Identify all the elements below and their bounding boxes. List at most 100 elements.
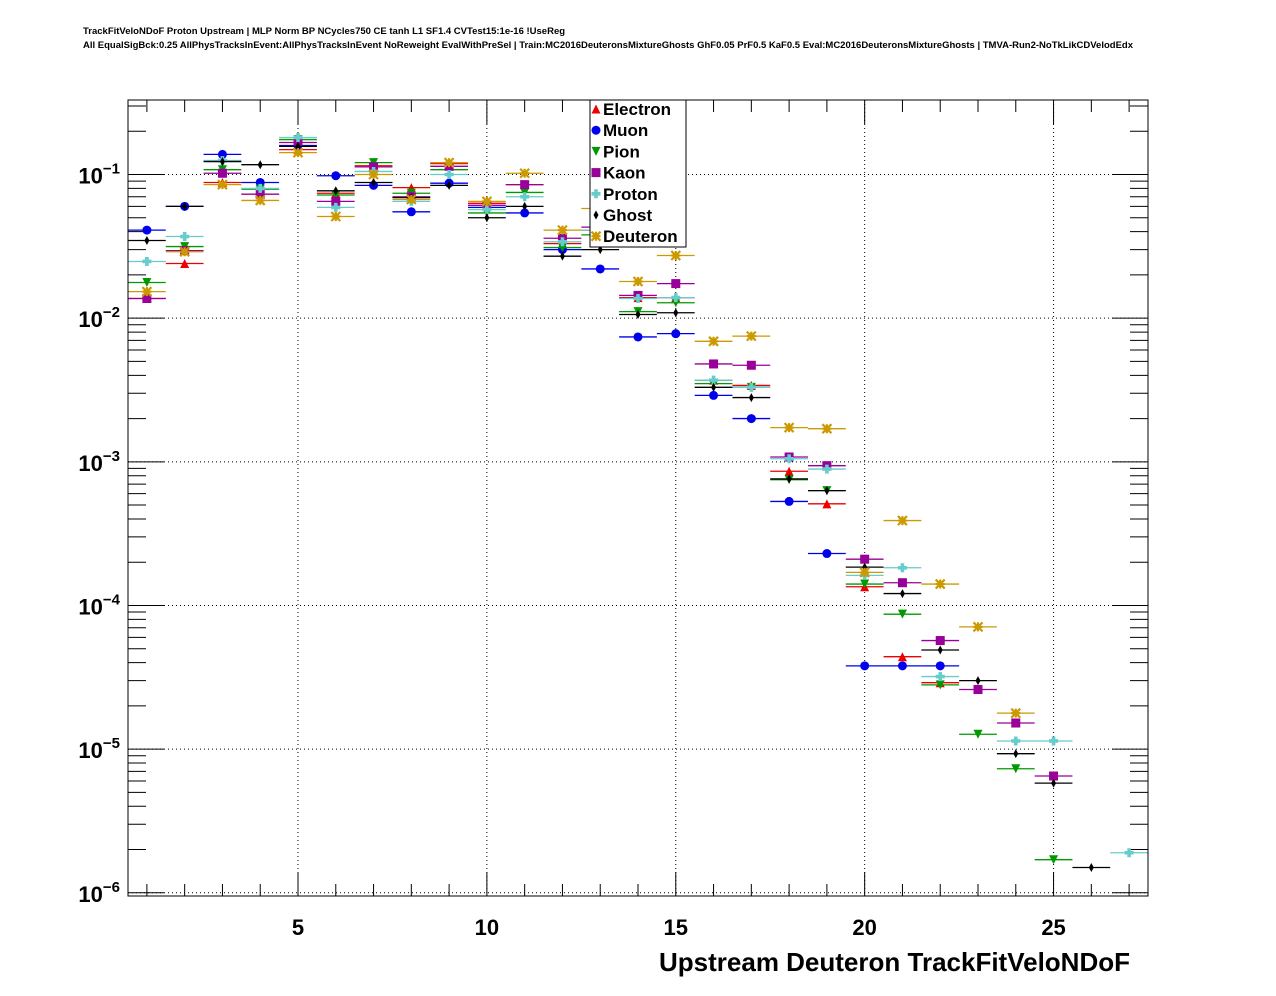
data-point bbox=[671, 298, 681, 308]
series-muon bbox=[128, 141, 960, 671]
data-point bbox=[824, 486, 830, 496]
x-tick-labels: 5 10 15 20 25 bbox=[292, 915, 1066, 940]
data-point bbox=[1051, 778, 1057, 788]
title-line-2: All EqualSigBck:0.25 AllPhysTracksInEven… bbox=[83, 40, 1133, 51]
data-point bbox=[180, 232, 190, 242]
axis-ticks bbox=[128, 100, 1148, 896]
data-point bbox=[670, 250, 682, 261]
data-point bbox=[632, 276, 644, 287]
data-point bbox=[746, 414, 756, 424]
data-point bbox=[709, 390, 719, 400]
data-point bbox=[935, 661, 945, 671]
y-tick-exponent: −3 bbox=[103, 448, 120, 465]
x-tick-label: 15 bbox=[664, 915, 688, 940]
data-point bbox=[709, 359, 719, 369]
legend-star-icon bbox=[590, 230, 602, 242]
data-point bbox=[860, 661, 870, 671]
data-point bbox=[897, 652, 907, 662]
legend-label: Muon bbox=[603, 121, 648, 140]
legend-cross-icon bbox=[591, 189, 601, 199]
data-point bbox=[219, 157, 225, 167]
data-point bbox=[255, 183, 265, 193]
data-point bbox=[934, 578, 946, 590]
data-point bbox=[973, 685, 983, 695]
x-tick-label: 5 bbox=[292, 915, 304, 940]
data-point bbox=[292, 147, 304, 158]
y-tick-base: 10 bbox=[78, 738, 102, 763]
data-point bbox=[331, 202, 341, 212]
data-point bbox=[784, 466, 794, 476]
data-point bbox=[179, 246, 190, 258]
data-point bbox=[182, 201, 188, 211]
y-tick-base: 10 bbox=[78, 882, 102, 907]
x-tick-label: 20 bbox=[852, 915, 876, 940]
data-point bbox=[368, 169, 379, 180]
legend-label: Electron bbox=[603, 100, 671, 119]
data-point bbox=[1011, 718, 1021, 728]
data-point bbox=[331, 196, 341, 206]
data-point bbox=[937, 645, 943, 655]
data-point bbox=[1013, 749, 1019, 759]
data-point bbox=[444, 169, 454, 179]
y-tick-exponent: −1 bbox=[103, 160, 120, 177]
data-point bbox=[671, 279, 681, 289]
data-point bbox=[142, 225, 152, 235]
data-point bbox=[257, 160, 263, 170]
data-point bbox=[975, 676, 981, 686]
data-point bbox=[369, 162, 379, 172]
y-tick-exponent: −2 bbox=[103, 304, 120, 321]
data-point bbox=[673, 308, 679, 318]
y-tick-exponent: −6 bbox=[103, 879, 120, 896]
data-point bbox=[746, 360, 756, 370]
data-point bbox=[295, 141, 301, 151]
data-point bbox=[522, 201, 528, 211]
legend-label: Ghost bbox=[603, 206, 652, 225]
data-point bbox=[255, 189, 265, 199]
data-point bbox=[142, 256, 152, 266]
data-point bbox=[330, 211, 342, 222]
data-point bbox=[822, 464, 832, 474]
data-point bbox=[862, 562, 868, 572]
data-point bbox=[520, 180, 530, 190]
y-tick-base: 10 bbox=[78, 307, 102, 332]
data-point bbox=[708, 336, 719, 347]
data-point bbox=[859, 567, 870, 578]
legend-triangle-down-icon bbox=[591, 146, 601, 156]
series-ghost bbox=[128, 141, 1111, 873]
data-point bbox=[1011, 764, 1021, 774]
data-point bbox=[371, 177, 377, 187]
data-point bbox=[746, 382, 756, 392]
x-tick-label: 10 bbox=[475, 915, 499, 940]
data-point bbox=[897, 661, 907, 671]
data-point bbox=[784, 496, 794, 506]
data-point bbox=[822, 549, 832, 559]
legend-triangle-up-icon bbox=[591, 104, 601, 114]
data-point bbox=[709, 375, 719, 385]
y-tick-label: 10−5 bbox=[78, 735, 120, 763]
data-point bbox=[481, 196, 493, 207]
data-point bbox=[520, 208, 530, 218]
legend-circle-icon bbox=[591, 125, 601, 135]
y-tick-labels: 10−110−210−310−410−510−6 bbox=[78, 160, 120, 906]
data-point bbox=[972, 621, 984, 633]
data-point bbox=[935, 680, 945, 690]
legend-label: Deuteron bbox=[603, 227, 678, 246]
data-point bbox=[822, 499, 832, 509]
data-point bbox=[217, 149, 227, 159]
y-tick-label: 10−6 bbox=[78, 879, 120, 907]
y-tick-label: 10−4 bbox=[78, 591, 120, 619]
data-point bbox=[860, 554, 870, 564]
data-point bbox=[783, 422, 795, 433]
data-point bbox=[860, 579, 870, 589]
data-point bbox=[671, 329, 681, 339]
data-point bbox=[711, 382, 717, 392]
title-line-1: TrackFitVeloNDoF Proton Upstream | MLP N… bbox=[83, 26, 566, 37]
legend-box bbox=[589, 99, 687, 248]
data-point bbox=[557, 237, 567, 247]
data-point bbox=[897, 578, 907, 588]
data-point bbox=[897, 609, 907, 619]
y-tick-exponent: −5 bbox=[103, 735, 120, 752]
data-point bbox=[1088, 863, 1094, 873]
data-point bbox=[559, 251, 565, 261]
